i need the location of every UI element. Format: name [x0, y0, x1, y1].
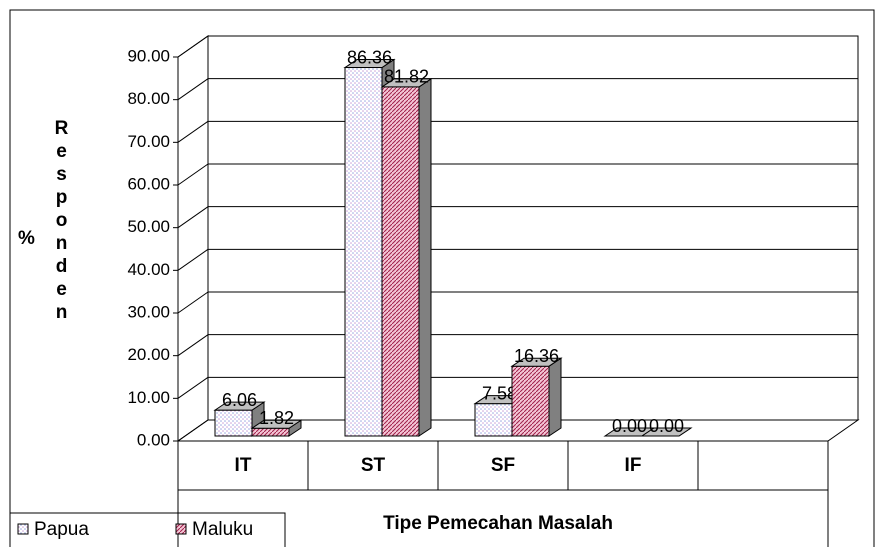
bar: [344, 67, 383, 437]
x-tick-label: IF: [625, 455, 642, 476]
x-tick-label: ST: [361, 455, 386, 476]
data-label: 0.00: [612, 416, 647, 436]
y-tick-label: 50.00: [127, 217, 170, 236]
data-label: 7.58: [482, 383, 517, 403]
bar-top: [213, 401, 266, 411]
x-tick-label: SF: [491, 455, 515, 476]
data-label: 1.82: [259, 408, 294, 428]
y-tick-label: 0.00: [137, 430, 170, 449]
data-label: 16.36: [514, 346, 559, 366]
bar: [214, 409, 253, 437]
bar-top: [640, 427, 693, 437]
side-grid-line: [177, 206, 209, 229]
legend-label: Maluku: [192, 519, 253, 540]
y-tick-label: 70.00: [127, 132, 170, 151]
bar-top: [250, 419, 303, 429]
side-grid-line: [177, 78, 209, 101]
bar: [511, 365, 550, 437]
bar-side: [548, 357, 562, 437]
y-tick-label: 60.00: [127, 174, 170, 193]
bar-side: [418, 77, 432, 437]
data-label: 6.06: [222, 390, 257, 410]
bar-top: [510, 357, 563, 367]
y-tick-label: 20.00: [127, 345, 170, 364]
y-tick-label: 40.00: [127, 260, 170, 279]
bar-top: [343, 59, 396, 69]
y-tick-label: 90.00: [127, 46, 170, 65]
bar: [381, 86, 420, 437]
y-axis-label: Responden: [51, 118, 72, 325]
legend-swatch: [175, 523, 187, 535]
side-grid-line: [177, 419, 209, 442]
side-grid-line: [177, 35, 209, 58]
x-axis-label: Tipe Pemecahan Masalah: [383, 513, 613, 534]
side-grid-line: [177, 163, 209, 186]
bar: [474, 403, 513, 437]
data-label: 0.00: [649, 416, 684, 436]
y-unit: %: [18, 228, 35, 249]
side-grid-line: [177, 120, 209, 143]
chart-border: [9, 9, 875, 547]
data-label: 86.36: [347, 47, 392, 67]
legend-box: [9, 512, 286, 547]
bar-top: [380, 78, 433, 88]
side-grid-line: [177, 376, 209, 399]
legend-label: Papua: [34, 519, 89, 540]
y-tick-label: 80.00: [127, 89, 170, 108]
side-grid-line: [177, 291, 209, 314]
legend-swatch: [17, 523, 29, 535]
side-grid-line: [177, 248, 209, 271]
data-label: 81.82: [384, 67, 429, 87]
side-grid-line: [177, 334, 209, 357]
x-tick-label: IT: [235, 455, 252, 476]
y-tick-label: 10.00: [127, 388, 170, 407]
bar: [251, 427, 290, 437]
y-tick-label: 30.00: [127, 302, 170, 321]
